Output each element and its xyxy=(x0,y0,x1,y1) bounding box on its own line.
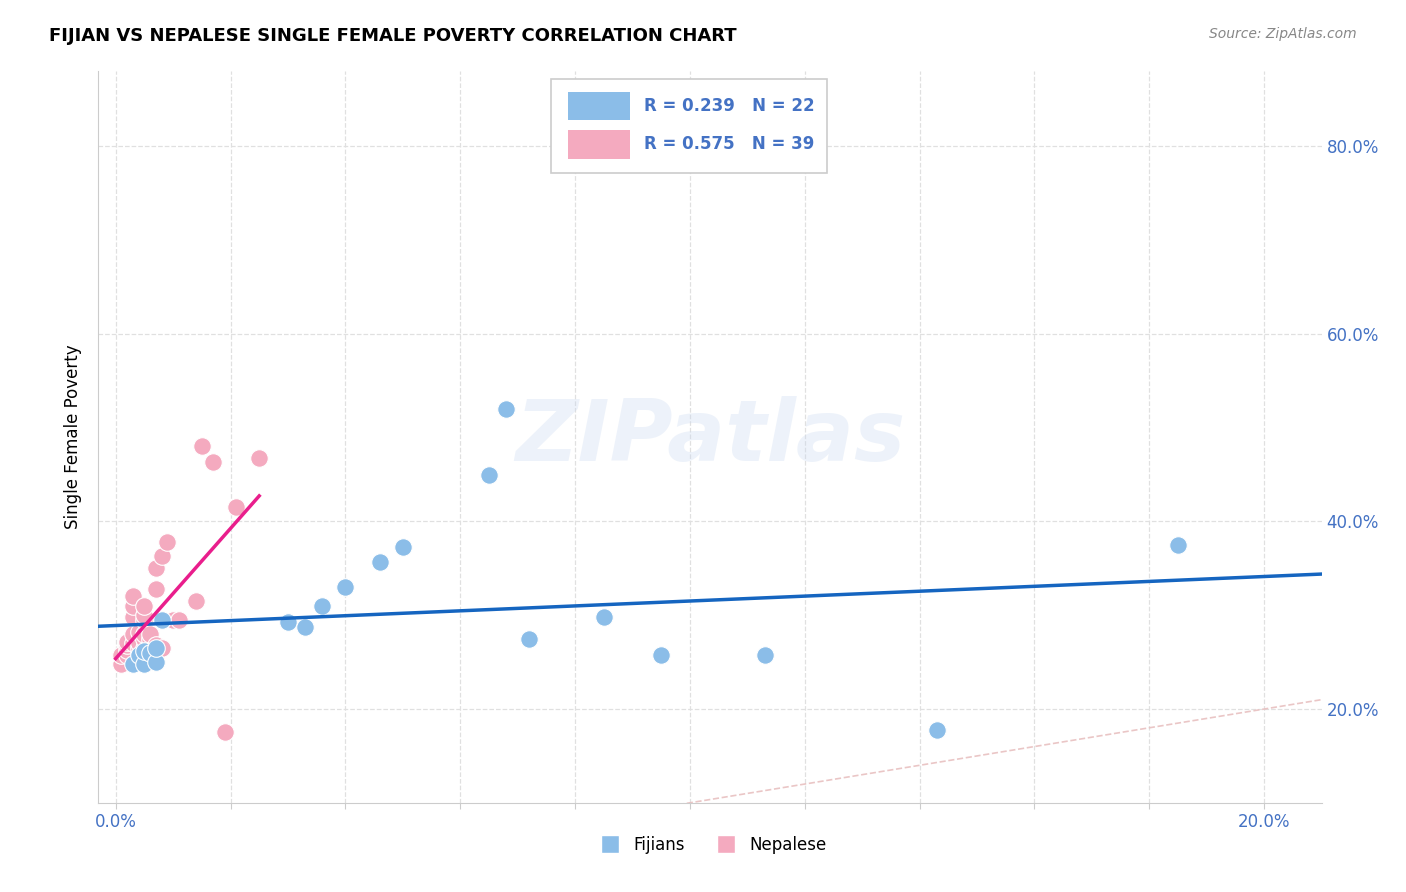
Point xyxy=(517,632,540,646)
Point xyxy=(335,580,357,594)
Point xyxy=(128,652,150,666)
Point xyxy=(294,620,316,634)
Point xyxy=(122,599,145,613)
Point xyxy=(134,641,156,656)
Point xyxy=(478,467,501,482)
Point xyxy=(145,641,167,656)
Point xyxy=(592,610,614,624)
Point xyxy=(139,641,162,656)
Legend: Fijians, Nepalese: Fijians, Nepalese xyxy=(586,829,834,860)
Point xyxy=(134,608,156,623)
Point xyxy=(128,641,150,656)
Point xyxy=(134,613,156,627)
Point xyxy=(134,627,156,641)
Point xyxy=(150,641,173,656)
Point xyxy=(128,636,150,650)
Text: R = 0.575   N = 39: R = 0.575 N = 39 xyxy=(644,136,814,153)
Point xyxy=(122,636,145,650)
Text: ZIPatlas: ZIPatlas xyxy=(515,395,905,479)
Point xyxy=(277,615,299,629)
Point xyxy=(247,450,270,465)
Point xyxy=(495,401,517,416)
Point xyxy=(134,599,156,613)
Point xyxy=(139,632,162,646)
Point xyxy=(128,625,150,640)
Point xyxy=(122,610,145,624)
Point xyxy=(145,582,167,596)
Point xyxy=(134,632,156,646)
Point xyxy=(156,535,179,549)
Point xyxy=(1167,538,1189,552)
Point xyxy=(150,549,173,564)
Point xyxy=(925,723,948,737)
Point xyxy=(128,648,150,662)
Bar xyxy=(568,130,630,159)
Point xyxy=(150,613,173,627)
Point xyxy=(134,657,156,671)
Point xyxy=(167,613,190,627)
Point xyxy=(184,594,207,608)
Point xyxy=(214,725,236,739)
Point xyxy=(122,657,145,671)
Point xyxy=(311,599,333,613)
Point xyxy=(139,646,162,660)
Point xyxy=(145,655,167,669)
Point xyxy=(115,643,138,657)
Point xyxy=(128,646,150,660)
Point xyxy=(191,440,214,454)
Point xyxy=(391,540,413,554)
Point xyxy=(754,648,776,662)
Point xyxy=(115,634,138,648)
Point xyxy=(110,648,132,662)
Point xyxy=(110,657,132,671)
Point xyxy=(162,613,184,627)
Point xyxy=(145,638,167,652)
Point xyxy=(139,627,162,641)
Point xyxy=(134,644,156,658)
Point xyxy=(225,500,247,515)
Y-axis label: Single Female Poverty: Single Female Poverty xyxy=(63,345,82,529)
Point xyxy=(145,561,167,575)
Point xyxy=(368,555,391,569)
FancyBboxPatch shape xyxy=(551,79,827,173)
Text: Source: ZipAtlas.com: Source: ZipAtlas.com xyxy=(1209,27,1357,41)
Point xyxy=(202,455,225,469)
Point xyxy=(115,638,138,652)
Point xyxy=(650,648,672,662)
Point xyxy=(115,648,138,662)
Point xyxy=(122,590,145,604)
Text: FIJIAN VS NEPALESE SINGLE FEMALE POVERTY CORRELATION CHART: FIJIAN VS NEPALESE SINGLE FEMALE POVERTY… xyxy=(49,27,737,45)
Point xyxy=(122,627,145,641)
Text: R = 0.239   N = 22: R = 0.239 N = 22 xyxy=(644,97,814,115)
Bar xyxy=(568,92,630,120)
